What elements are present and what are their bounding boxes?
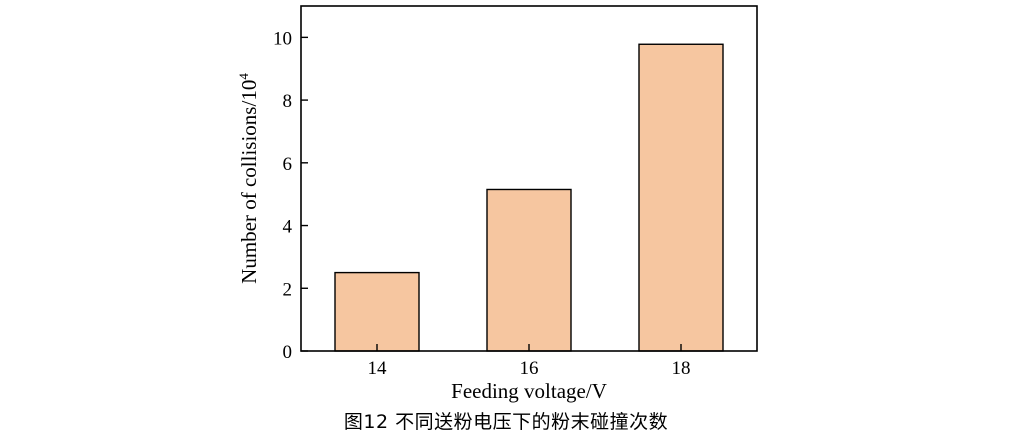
y-axis-title: Number of collisions/104 [236,73,261,284]
y-tick-label: 4 [283,217,293,238]
bar-18 [638,43,724,352]
y-axis-ticks: 0 2 4 6 8 10 [273,28,308,363]
y-tick-label: 0 [283,342,293,363]
y-tick-label: 8 [283,91,293,112]
x-tick-label: 14 [368,358,388,379]
x-tick-label: 18 [672,358,691,379]
x-tick-label: 16 [520,358,539,379]
y-axis-title-exponent: 4 [236,73,251,80]
x-axis-title: Feeding voltage/V [451,379,607,403]
bar-16 [486,188,572,352]
y-tick-label: 10 [273,28,292,49]
y-tick-label: 6 [283,154,293,175]
figure-caption: 图12 不同送粉电压下的粉末碰撞次数 [343,411,669,433]
bar-14 [334,271,420,352]
y-tick-label: 2 [283,279,293,300]
y-axis-title-base: Number of collisions/10 [237,80,261,284]
x-axis-ticks: 14 16 18 [368,344,691,379]
bar-chart: 0 2 4 6 8 10 14 16 18 Feeding voltage/V Number … [236,5,758,403]
bars [334,43,724,352]
